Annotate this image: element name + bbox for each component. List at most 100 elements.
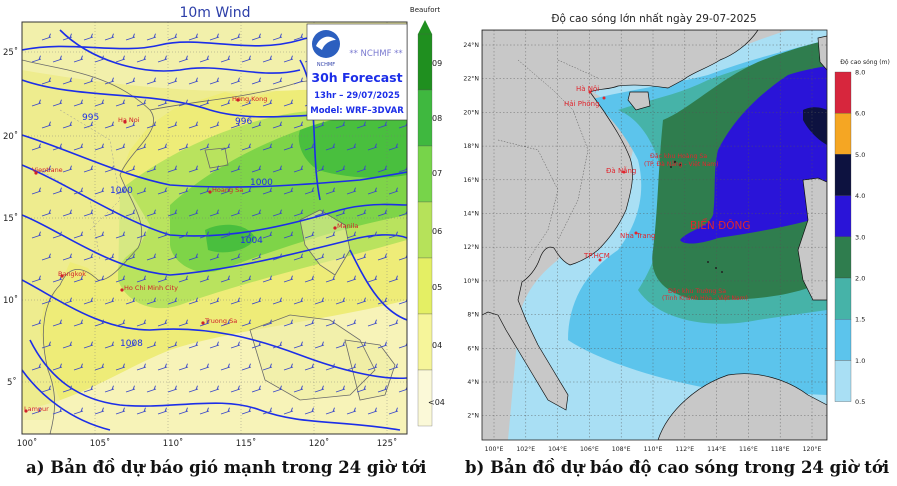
wind-barb bbox=[52, 143, 63, 151]
wind-barb bbox=[283, 187, 294, 195]
colorbar-segment bbox=[834, 195, 852, 237]
wind-barb bbox=[314, 209, 325, 217]
wind-barb bbox=[73, 187, 84, 195]
wind-barb bbox=[314, 121, 325, 129]
wind-barb bbox=[304, 407, 315, 415]
wind-barb bbox=[62, 253, 73, 261]
lat-tick: 5˚ bbox=[7, 377, 17, 388]
colorbar-segment bbox=[417, 201, 433, 259]
wind-barb bbox=[209, 209, 220, 217]
wind-barb bbox=[356, 209, 367, 217]
wind-barb bbox=[230, 77, 241, 85]
wind-barb bbox=[31, 231, 42, 239]
lon-tick: 110°E bbox=[644, 445, 663, 453]
wind-barb bbox=[136, 187, 147, 195]
wind-barb bbox=[136, 319, 147, 327]
wind-barb bbox=[178, 55, 189, 63]
wind-barb bbox=[157, 99, 168, 107]
place-manila: Manila bbox=[337, 222, 358, 230]
lon-tick: 114°E bbox=[707, 445, 726, 453]
isobar-label: 996 bbox=[235, 117, 252, 127]
wind-barb bbox=[94, 143, 105, 151]
wind-barb bbox=[157, 55, 168, 63]
wind-barb bbox=[346, 143, 357, 151]
wave-place-labels: Hà Nội Hải Phòng Đà Nẵng Nha Trang TP.HC… bbox=[564, 85, 751, 302]
wind-barb bbox=[220, 363, 231, 371]
colorbar-label: 1.5 bbox=[855, 316, 865, 324]
wind-barb bbox=[304, 319, 315, 327]
wind-barb bbox=[241, 55, 252, 63]
wind-barb bbox=[83, 121, 94, 129]
wind-lat-ticks: 25˚ 20˚ 15˚ 10˚ 5˚ bbox=[3, 47, 18, 388]
wind-barb bbox=[104, 385, 115, 393]
wind-barb bbox=[377, 385, 388, 393]
wind-barb bbox=[220, 231, 231, 239]
lon-tick: 100°E bbox=[485, 445, 504, 453]
wind-barb bbox=[251, 385, 262, 393]
wind-barb bbox=[241, 275, 252, 283]
wind-barb bbox=[293, 209, 304, 217]
wind-barb bbox=[283, 275, 294, 283]
wind-barb bbox=[73, 55, 84, 63]
place-ho-chi-minh-city: Ho Chi Minh City bbox=[124, 284, 178, 292]
place-labels: Hong Kong Ha Noi Vientiane Hoang Sa Mani… bbox=[24, 95, 358, 413]
wind-barb bbox=[115, 407, 126, 415]
wind-barb bbox=[31, 407, 42, 415]
colorbar-label: 3.0 bbox=[855, 233, 865, 241]
wave-height-colorbar: Độ cao sóng (m) 8.0 6.0 5.0 4.0 3.0 2.0 1.5 1.0… bbox=[834, 59, 890, 406]
wind-barb bbox=[73, 231, 84, 239]
wind-barb bbox=[157, 187, 168, 195]
wind-barb bbox=[377, 165, 388, 173]
wind-barb bbox=[209, 77, 220, 85]
colorbar-label: 4.0 bbox=[855, 192, 865, 200]
wind-barb bbox=[125, 121, 136, 129]
wind-barb bbox=[230, 341, 241, 349]
wind-barb bbox=[31, 99, 42, 107]
wind-barb bbox=[377, 341, 388, 349]
place-nha-trang: Nha Trang bbox=[620, 232, 655, 240]
wind-barb bbox=[304, 231, 315, 239]
lat-tick: 10°N bbox=[463, 277, 479, 285]
wind-barb bbox=[230, 121, 241, 129]
wind-barb bbox=[388, 187, 399, 195]
wind-barb bbox=[178, 187, 189, 195]
wind-barb bbox=[272, 209, 283, 217]
wind-barb bbox=[356, 297, 367, 305]
wind-barb bbox=[356, 165, 367, 173]
wind-barb bbox=[367, 319, 378, 327]
wind-barb bbox=[335, 385, 346, 393]
colorbar-label: 05 bbox=[432, 283, 442, 292]
lon-tick: 116°E bbox=[739, 445, 758, 453]
isobar-label: 995 bbox=[82, 113, 99, 123]
wind-barb bbox=[388, 319, 399, 327]
wind-barb bbox=[304, 363, 315, 371]
place-hoang-sa: Hoang Sa bbox=[212, 186, 243, 194]
wind-barb bbox=[367, 275, 378, 283]
wind-barb bbox=[167, 165, 178, 173]
wind-barb bbox=[325, 143, 336, 151]
wind-barb bbox=[220, 275, 231, 283]
wind-barb bbox=[83, 297, 94, 305]
lat-tick: 12°N bbox=[463, 243, 479, 251]
wind-barb bbox=[314, 165, 325, 173]
wind-barb bbox=[262, 231, 273, 239]
wind-barb bbox=[220, 143, 231, 151]
wind-barb bbox=[325, 363, 336, 371]
lat-tick: 24°N bbox=[463, 41, 479, 49]
colorbar-segment bbox=[417, 33, 433, 91]
wind-barb bbox=[115, 143, 126, 151]
wind-barb bbox=[272, 165, 283, 173]
wind-barb bbox=[199, 231, 210, 239]
wind-barb bbox=[251, 33, 262, 41]
wind-barb bbox=[188, 77, 199, 85]
wind-barb bbox=[146, 341, 157, 349]
wind-barb bbox=[251, 165, 262, 173]
wind-barb bbox=[41, 33, 52, 41]
wind-barb bbox=[188, 165, 199, 173]
wind-barb bbox=[367, 143, 378, 151]
wind-barb bbox=[157, 275, 168, 283]
wind-barb bbox=[199, 187, 210, 195]
wind-barb bbox=[272, 297, 283, 305]
wave-lon-ticks: 100°E 102°E 104°E 106°E 108°E 110°E 112°E 114°E… bbox=[485, 445, 822, 453]
wind-barb bbox=[209, 33, 220, 41]
